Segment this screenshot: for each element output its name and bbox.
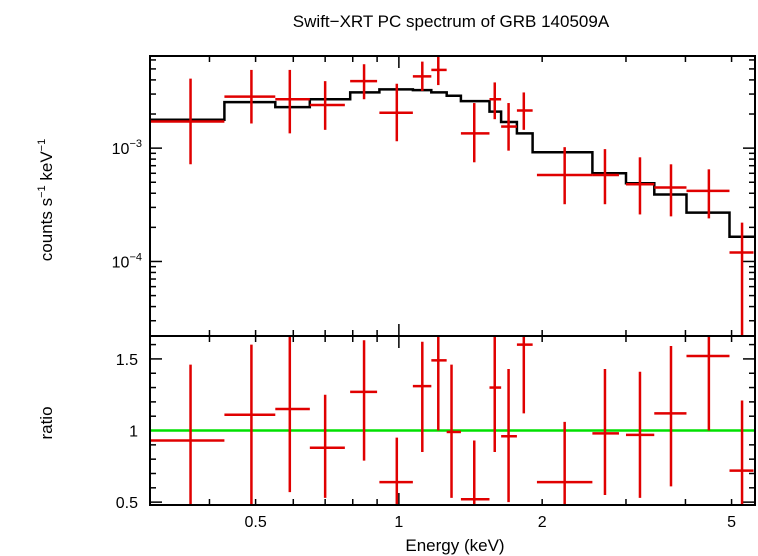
spectrum-data-point	[350, 64, 378, 100]
spectrum-data-point	[412, 61, 432, 91]
ratio-data-point	[224, 344, 276, 505]
ratio-data-point	[309, 394, 345, 498]
y-tick-label-exponent: −4	[129, 251, 142, 263]
spectrum-data-point	[516, 92, 533, 130]
ratio-data-point	[592, 368, 619, 495]
ratio-data-point	[379, 437, 413, 505]
ratio-data-point	[460, 440, 490, 505]
outer-plot-frame	[149, 55, 756, 506]
spectrum-data-point	[224, 69, 276, 124]
y-tick-label-base: 10	[112, 254, 130, 271]
chart-title: Swift−XRT PC spectrum of GRB 140509A	[293, 12, 610, 31]
ratio-data-point	[412, 341, 432, 453]
spectrum-data-point	[686, 169, 730, 219]
spectrum-data-point	[309, 81, 345, 130]
ratio-y-tick-label: 0.5	[116, 495, 138, 512]
ratio-data-point	[431, 336, 447, 431]
spectrum-data-point	[536, 147, 593, 205]
ratio-data-point	[729, 400, 754, 505]
ratio-y-tick-label: 1.5	[116, 352, 138, 369]
spectrum-data-point	[729, 222, 754, 336]
x-tick-label: 1	[394, 514, 403, 531]
spectrum-data-point	[592, 149, 619, 205]
ratio-data-point	[654, 346, 687, 487]
x-tick-label: 0.5	[244, 514, 266, 531]
spectrum-y-axis-label: counts s−1 keV−1	[36, 139, 56, 261]
ratio-data-point	[536, 421, 593, 505]
ratio-data-point	[501, 368, 517, 503]
spectrum-data-point	[654, 164, 687, 217]
ratio-data-point	[686, 336, 730, 431]
ratio-data-point	[489, 336, 502, 453]
ratio-data-point	[516, 336, 533, 414]
ratio-panel: 0.5 1 2 5 0.5 1 1.5	[116, 55, 756, 531]
spectrum-data-point	[489, 82, 502, 120]
ratio-data-point	[625, 371, 655, 498]
spectrum-data-point	[379, 83, 413, 142]
y-tick-label-base: 10	[112, 141, 130, 158]
spectrum-data-point	[150, 78, 225, 165]
spectrum-plot-frame	[149, 55, 756, 337]
x-axis-label: Energy (keV)	[405, 536, 504, 555]
spectrum-data-point	[625, 157, 655, 215]
x-tick-label: 5	[727, 514, 736, 531]
ratio-y-axis-label: ratio	[37, 406, 56, 439]
ratio-data-point	[275, 336, 310, 493]
ratio-data-point	[150, 364, 225, 505]
x-tick-label: 2	[538, 514, 547, 531]
spectrum-y-tick-label: 10−4	[112, 251, 142, 271]
spectrum-data-point	[501, 103, 517, 151]
spectrum-data-point	[460, 103, 490, 163]
ratio-y-tick-label: 1	[129, 424, 138, 441]
ratio-data-point	[446, 364, 461, 498]
model-step-line	[150, 88, 755, 239]
ratio-data-point	[350, 340, 378, 461]
spectrum-data-point	[431, 56, 447, 86]
spectrum-y-tick-label: 10−3	[112, 138, 142, 158]
spectrum-panel: 10−310−4	[112, 55, 756, 337]
y-tick-label-exponent: −3	[129, 138, 142, 150]
spectrum-data-point	[275, 69, 310, 134]
